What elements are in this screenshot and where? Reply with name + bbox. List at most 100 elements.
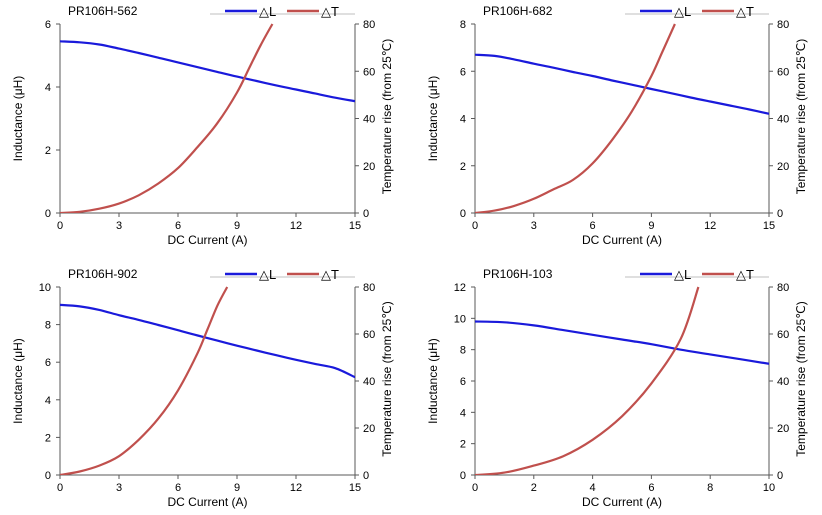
legend-inductance-label: △L (259, 267, 276, 282)
y2-tick-label: 20 (777, 161, 789, 173)
x-tick-label: 12 (290, 482, 302, 494)
plot-area (60, 23, 355, 213)
temperature-rise-line (60, 286, 229, 475)
chart-title: PR106H-103 (483, 267, 553, 281)
y2-tick-label: 40 (777, 114, 789, 126)
y-tick-label: 6 (460, 66, 466, 78)
y2-tick-label: 60 (777, 329, 789, 341)
x-tick-label: 6 (175, 220, 181, 232)
y-tick-label: 10 (39, 282, 51, 294)
y-axis-title: Inductance (μH) (426, 76, 440, 162)
x-tick-label: 0 (472, 482, 478, 494)
y2-tick-label: 80 (363, 19, 375, 31)
y-tick-label: 4 (45, 395, 51, 407)
x-tick-label: 8 (707, 482, 713, 494)
legend-temperature-label: △T (736, 4, 754, 19)
x-axis-title: DC Current (A) (167, 495, 247, 509)
y2-tick-label: 40 (777, 376, 789, 388)
y2-tick-label: 80 (777, 19, 789, 31)
y-tick-label: 2 (45, 432, 51, 444)
x-tick-label: 12 (290, 220, 302, 232)
y2-tick-label: 0 (363, 470, 369, 482)
y2-tick-label: 40 (363, 114, 375, 126)
y2-tick-label: 60 (777, 66, 789, 78)
x-tick-label: 15 (349, 482, 361, 494)
y-tick-label: 2 (460, 439, 466, 451)
x-tick-label: 3 (116, 220, 122, 232)
inductance-line (475, 320, 769, 365)
y-tick-label: 4 (460, 114, 466, 126)
x-tick-label: 12 (704, 220, 716, 232)
legend-temperature-label: △T (321, 267, 339, 282)
temperature-rise-line (60, 23, 274, 213)
inductance-line (475, 53, 769, 115)
inductance-line (60, 303, 355, 379)
y2-tick-label: 60 (363, 329, 375, 341)
y2-tick-label: 80 (363, 282, 375, 294)
y-tick-label: 12 (454, 282, 466, 294)
chart-title: PR106H-902 (68, 267, 138, 281)
y2-tick-label: 40 (363, 376, 375, 388)
y-tick-label: 4 (460, 407, 466, 419)
y-axis-title: Inductance (μH) (11, 338, 25, 424)
legend-inductance-label: △L (674, 4, 691, 19)
legend-temperature-label: △T (736, 267, 754, 282)
x-tick-label: 6 (648, 482, 654, 494)
chart-title: PR106H-562 (68, 4, 138, 18)
y-tick-label: 6 (45, 357, 51, 369)
x-tick-label: 0 (472, 220, 478, 232)
y2-tick-label: 0 (777, 470, 783, 482)
y-tick-label: 0 (45, 208, 51, 220)
plot-area (475, 23, 769, 213)
legend-inductance-label: △L (674, 267, 691, 282)
x-tick-label: 15 (349, 220, 361, 232)
y2-axis-title: Temperature rise (from 25℃) (794, 301, 808, 457)
x-tick-label: 10 (763, 482, 775, 494)
chart-title: PR106H-682 (483, 4, 553, 18)
x-tick-label: 9 (234, 220, 240, 232)
y-tick-label: 8 (460, 345, 466, 357)
x-tick-label: 6 (175, 482, 181, 494)
plot-area (60, 286, 355, 475)
y2-tick-label: 0 (363, 208, 369, 220)
y2-axis-title: Temperature rise (from 25℃) (380, 39, 394, 195)
y2-tick-label: 60 (363, 66, 375, 78)
y2-tick-label: 80 (777, 282, 789, 294)
inductance-line (60, 40, 355, 103)
x-tick-label: 9 (648, 220, 654, 232)
x-tick-label: 9 (234, 482, 240, 494)
y2-tick-label: 20 (777, 423, 789, 435)
y-tick-label: 6 (460, 376, 466, 388)
y2-axis-title: Temperature rise (from 25℃) (380, 301, 394, 457)
x-axis-title: DC Current (A) (167, 233, 247, 247)
y-axis-title: Inductance (μH) (426, 338, 440, 424)
x-tick-label: 6 (590, 220, 596, 232)
plot-area (475, 286, 769, 475)
temperature-rise-line (475, 23, 676, 213)
y-tick-label: 2 (45, 145, 51, 157)
y-tick-label: 10 (454, 313, 466, 325)
x-tick-label: 0 (57, 482, 63, 494)
x-axis-title: DC Current (A) (582, 495, 662, 509)
y-tick-label: 0 (460, 208, 466, 220)
y-tick-label: 2 (460, 161, 466, 173)
y2-tick-label: 0 (777, 208, 783, 220)
legend-temperature-label: △T (321, 4, 339, 19)
y-tick-label: 8 (460, 19, 466, 31)
x-tick-label: 2 (531, 482, 537, 494)
y-tick-label: 0 (45, 470, 51, 482)
y-tick-label: 4 (45, 82, 51, 94)
y-tick-label: 6 (45, 19, 51, 31)
x-tick-label: 0 (57, 220, 63, 232)
x-tick-label: 3 (531, 220, 537, 232)
x-tick-label: 3 (116, 482, 122, 494)
y-axis-title: Inductance (μH) (11, 76, 25, 162)
y-tick-label: 8 (45, 320, 51, 332)
y2-tick-label: 20 (363, 423, 375, 435)
temperature-rise-line (475, 286, 700, 475)
